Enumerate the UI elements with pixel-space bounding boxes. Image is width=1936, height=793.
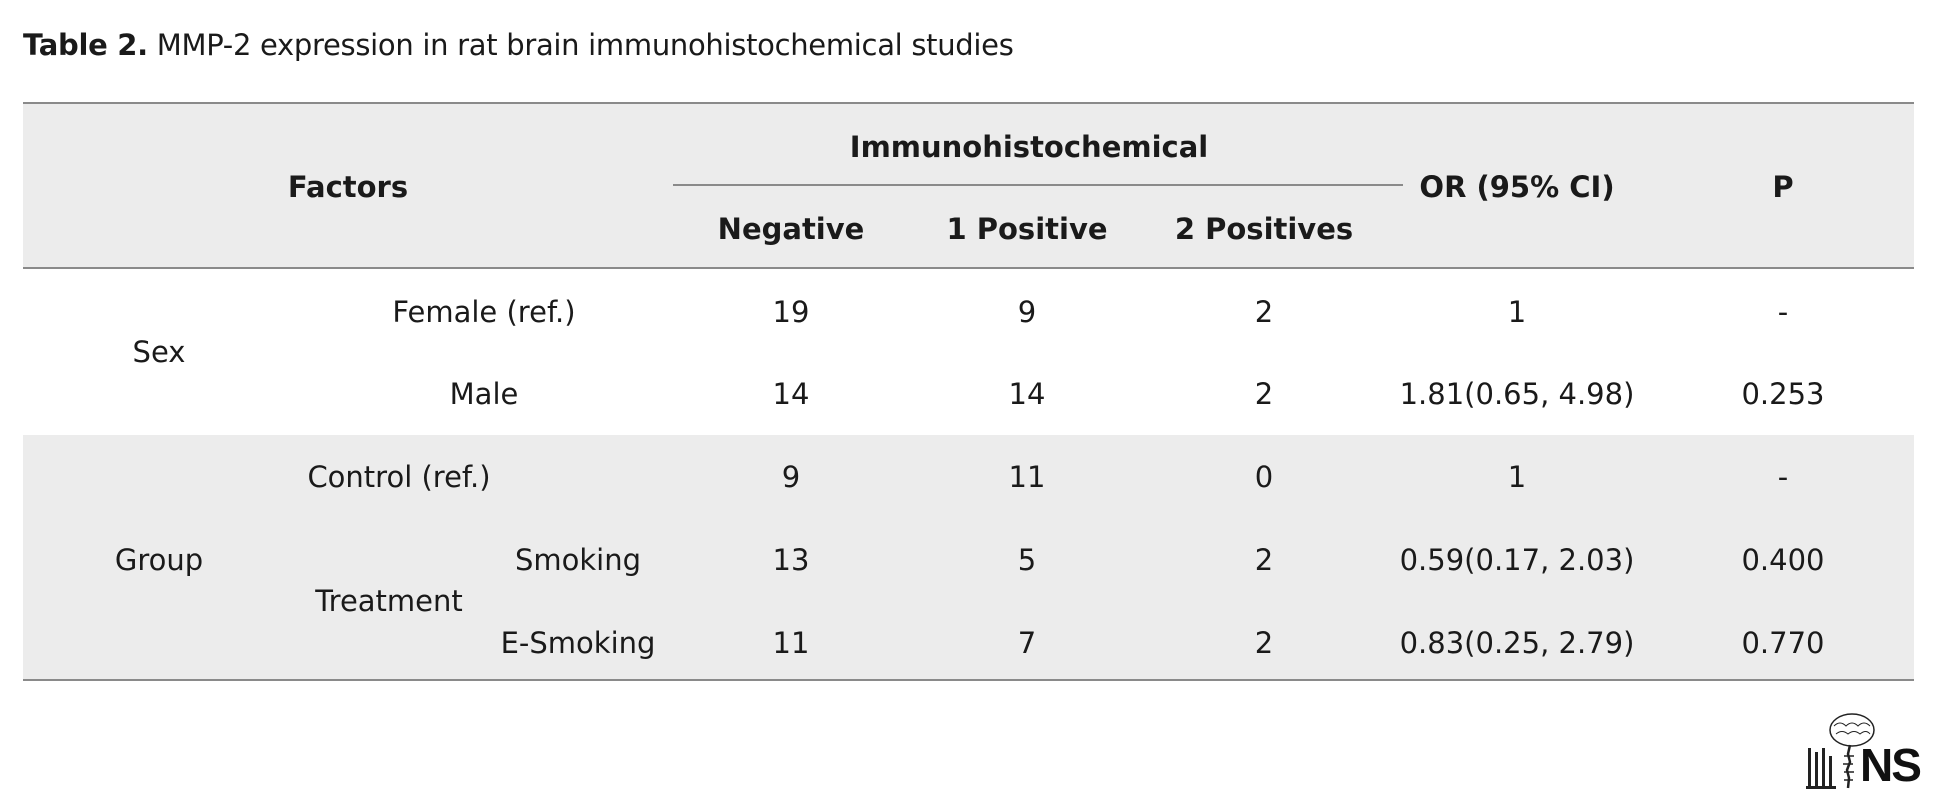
sex-label: Sex bbox=[132, 335, 186, 369]
data-table: Factors Immunohistochemical Negative 1 P… bbox=[23, 102, 1914, 681]
header-p: P bbox=[1772, 170, 1794, 204]
treatment-label: Treatment bbox=[315, 584, 463, 618]
table-caption: Table 2. MMP-2 expression in rat brain i… bbox=[23, 28, 1014, 62]
cell-one-positive: 7 bbox=[1017, 626, 1037, 660]
header-one-positive: 1 Positive bbox=[946, 212, 1108, 246]
immuno-subrule bbox=[673, 184, 1403, 186]
cell-one-positive: 9 bbox=[1017, 295, 1037, 329]
row-label-e-smoking: E-Smoking bbox=[500, 626, 656, 660]
cell-two-positives: 2 bbox=[1254, 626, 1274, 660]
cell-two-positives: 0 bbox=[1254, 460, 1274, 494]
cell-or-ci: 1.81(0.65, 4.98) bbox=[1399, 377, 1635, 411]
header-rule bbox=[23, 267, 1914, 269]
bottom-rule bbox=[23, 679, 1914, 681]
cell-two-positives: 2 bbox=[1254, 377, 1274, 411]
cell-one-positive: 14 bbox=[1008, 377, 1046, 411]
header-or-ci: OR (95% CI) bbox=[1419, 170, 1615, 204]
cell-negative: 11 bbox=[772, 626, 810, 660]
cell-or-ci: 1 bbox=[1507, 295, 1527, 329]
cell-negative: 19 bbox=[772, 295, 810, 329]
brain-spine-logo-icon: NS bbox=[1804, 712, 1922, 791]
top-rule bbox=[23, 102, 1914, 104]
header-immunohistochemical: Immunohistochemical bbox=[849, 130, 1209, 164]
header-two-positives: 2 Positives bbox=[1174, 212, 1354, 246]
row-label-smoking: Smoking bbox=[514, 543, 642, 577]
cell-one-positive: 11 bbox=[1008, 460, 1046, 494]
cell-negative: 13 bbox=[772, 543, 810, 577]
header-factors: Factors bbox=[287, 170, 409, 204]
cell-or-ci: 0.59(0.17, 2.03) bbox=[1399, 543, 1635, 577]
cell-one-positive: 5 bbox=[1017, 543, 1037, 577]
row-label-male: Male bbox=[449, 377, 519, 411]
cell-or-ci: 1 bbox=[1507, 460, 1527, 494]
caption-text: MMP-2 expression in rat brain immunohist… bbox=[156, 28, 1014, 62]
cell-p: 0.253 bbox=[1741, 377, 1825, 411]
row-label-control: Control (ref.) bbox=[307, 460, 491, 494]
header-negative: Negative bbox=[717, 212, 865, 246]
cell-p: 0.770 bbox=[1741, 626, 1825, 660]
cell-two-positives: 2 bbox=[1254, 543, 1274, 577]
caption-label: Table 2. bbox=[23, 28, 148, 62]
cell-p: - bbox=[1777, 295, 1789, 329]
row-label-female: Female (ref.) bbox=[392, 295, 576, 329]
cell-or-ci: 0.83(0.25, 2.79) bbox=[1399, 626, 1635, 660]
cell-negative: 9 bbox=[781, 460, 801, 494]
cell-two-positives: 2 bbox=[1254, 295, 1274, 329]
cell-p: 0.400 bbox=[1741, 543, 1825, 577]
cell-p: - bbox=[1777, 460, 1789, 494]
group-band bbox=[23, 435, 1914, 680]
cell-negative: 14 bbox=[772, 377, 810, 411]
group-label: Group bbox=[114, 543, 204, 577]
logo-text: NS bbox=[1860, 739, 1922, 791]
